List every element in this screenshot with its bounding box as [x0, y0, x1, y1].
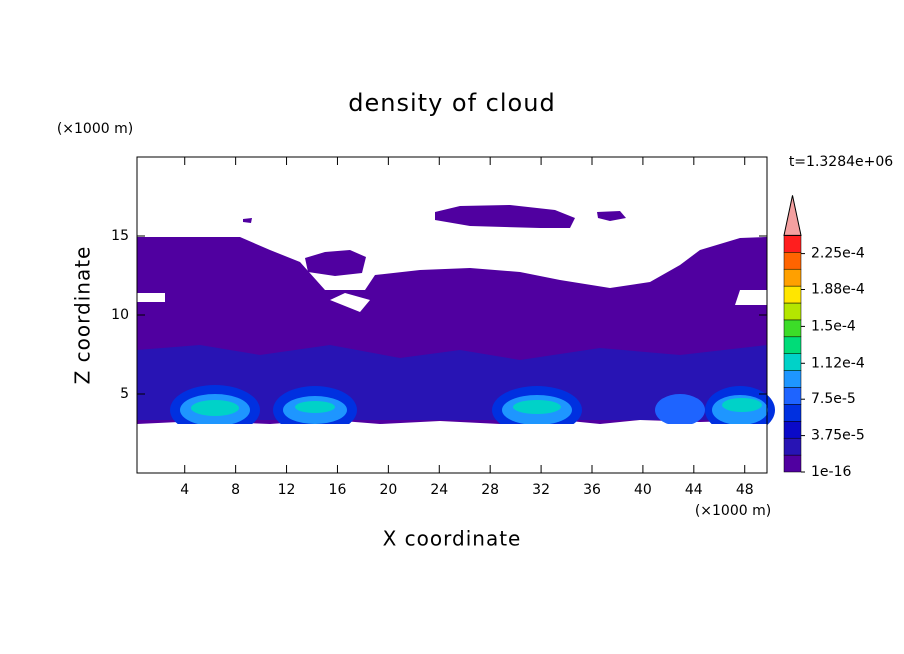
y-axis-label: Z coordinate: [71, 246, 95, 385]
colorbar-tick-label: 1.12e-4: [811, 355, 865, 371]
colorbar-band: [783, 302, 802, 321]
x-tick-label: 44: [685, 482, 703, 498]
cloud-core: [170, 385, 775, 435]
colorbar-band: [783, 404, 802, 422]
colorbar-band: [783, 268, 802, 287]
cloud-region: [305, 250, 366, 276]
colorbar-tick-label: 1e-16: [811, 464, 851, 480]
x-tick-label: 8: [231, 482, 240, 498]
colorbar-band: [783, 370, 802, 388]
x-tick-label: 20: [379, 482, 397, 498]
cloud-region: [597, 211, 626, 221]
colorbar-tick-label: 2.25e-4: [811, 246, 865, 262]
y-tick-label: 15: [111, 228, 129, 244]
colorbar-band: [783, 235, 802, 253]
x-tick-label: 24: [430, 482, 448, 498]
colorbar-tick-label: 3.75e-5: [811, 428, 865, 444]
colorbar-band: [783, 387, 802, 405]
colorbar-tick-label: 1.88e-4: [811, 282, 865, 298]
x-axis-label: X coordinate: [383, 527, 522, 551]
x-tick-label: 32: [532, 482, 550, 498]
x-tick-label: 4: [180, 482, 189, 498]
colorbar-tick-label: 1.5e-4: [811, 318, 856, 334]
cloud-clear: [137, 424, 767, 473]
x-tick-label: 12: [278, 482, 296, 498]
colorbar-band: [783, 454, 802, 473]
colorbar-band: [783, 319, 802, 338]
colorbar-band: [783, 353, 802, 371]
x-unit: (×1000 m): [695, 503, 771, 519]
chart-title: density of cloud: [348, 89, 555, 117]
x-tick-label: 48: [736, 482, 754, 498]
x-tick-label: 16: [329, 482, 347, 498]
colorbar-band: [783, 336, 802, 354]
colorbar-band: [783, 437, 802, 456]
cloud-gap: [330, 293, 370, 312]
colorbar-tick-label: 7.5e-5: [811, 391, 856, 407]
contour-field: [137, 205, 775, 473]
y-unit: (×1000 m): [57, 121, 133, 137]
x-tick-label: 40: [634, 482, 652, 498]
colorbar-band: [783, 252, 802, 270]
cloud-region: [243, 218, 252, 223]
y-tick-label: 5: [120, 386, 129, 402]
x-tick-label: 28: [481, 482, 499, 498]
colorbar-band: [783, 421, 802, 439]
colorbar-band: [783, 285, 802, 304]
time-annotation: t=1.3284e+06: [789, 154, 893, 170]
cloud-region: [435, 205, 575, 228]
x-tick-label: 36: [583, 482, 601, 498]
y-tick-label: 10: [111, 307, 129, 323]
colorbar-extend: [783, 195, 802, 236]
